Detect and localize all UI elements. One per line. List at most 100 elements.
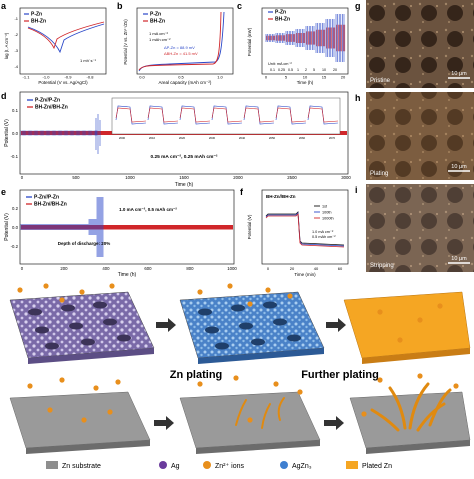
xtick-c-3: 15 [322,75,327,80]
legend-f-2: 100th [322,211,332,215]
zn-ion [377,377,383,383]
inset-tick-6: 2660 [299,136,306,140]
series-d-pzn-spike [95,114,101,154]
label-further-plating: Further plating [301,369,379,381]
xlabel-e: Time (h) [118,272,137,278]
inset-tick-4: 2640 [239,136,246,140]
dendrite [428,388,452,427]
hole-agzn3 [231,304,245,312]
legend-e-pzn: P-Zn//P-Zn [34,195,59,201]
legend-plated: Plated Zn [362,463,392,470]
label-h: Plating [370,171,388,177]
legend-d-pzn: P-Zn//P-Zn [35,98,60,104]
panel-letter-c: c [237,1,242,11]
panel-e: e Potential (V) Time (h) 0.2 0.0 -0.2 0 … [1,187,237,278]
panel-letter-f: f [240,187,244,197]
axes-a [19,7,107,75]
zn-ion [377,309,383,315]
xtick-d-4: 2000 [233,175,243,180]
zn-ion [47,407,53,413]
panel-i: i Stripping 10 μm [355,184,474,272]
inset-tick-2: 2620 [179,136,186,140]
panel-h: h Plating 10 μm [355,92,474,180]
dendrite [261,403,271,429]
legend-ions: Zn²⁺ ions [215,463,244,470]
legend-ag: Ag [171,463,180,470]
ytick-a-1: -2 [14,32,18,37]
ytick-a-2: -3 [14,48,18,53]
panel-a: a log (I, A cm⁻²) Potential (V vs. Ag/Ag… [1,1,107,85]
substrate-dendrite-1-edge [196,440,320,454]
xtick-c-2: 10 [303,75,308,80]
legend-substrate-swatch [46,461,58,469]
xtick-f-0: 0 [267,266,270,271]
panel-letter-e: e [1,187,6,197]
panel-d: d Potential (V) Time (h) 0.1 0.0 -0.1 0 … [1,91,351,188]
ytick-e-1: 0.0 [12,225,19,230]
ylabel-e: Potential (V) [4,213,10,241]
legend-e-bhzn: BH-Zn//BH-Zn [34,202,67,208]
bottom-legend: Zn substrate Ag Zn²⁺ ions AgZn₃ Plated Z… [46,461,392,470]
legend-f-1: 1st [322,205,328,209]
xtick-d-0: 0 [21,175,24,180]
xtick-d-1: 500 [72,175,80,180]
inset-tick-7: 2670 [329,136,336,140]
xtick-c-1: 5 [285,75,288,80]
ylabel-d: Potential (V) [4,119,10,147]
scale-i: 10 μm [451,256,467,262]
zn-ion [59,297,65,303]
panel-c: c Potential (mV) Time (h) 0 5 10 15 20 P… [237,1,349,85]
inset-d-pzn [115,105,339,125]
legend-agzn3: AgZn₃ [292,463,312,470]
panel-g: g Pristine 10 μm [355,0,474,88]
micrograph-g [366,0,474,88]
curve-f-100th [265,212,345,247]
panel-letter-a: a [1,1,7,11]
note-a: 1 mV s⁻¹ [80,58,97,63]
rate-c-0: 0.1 [270,68,275,72]
panel-letter-b: b [117,1,123,11]
zn-ion [79,289,85,295]
hole-agzn3 [287,334,301,342]
xtick-a-2: -0.9 [65,75,73,80]
ytick-d-1: 0.0 [12,131,19,136]
unit-c: Unit: mA cm⁻² [268,62,292,66]
cond-f-2: 0.5 mAh cm⁻² [312,235,336,239]
hole-ag [81,338,95,346]
zn-ion [417,373,423,379]
hole-agzn3 [273,318,287,326]
inset-d [111,97,341,135]
curve-b-bhzn [138,11,222,71]
zn-ion [81,417,87,423]
legend-f-3: 1000th [322,217,334,221]
xtick-c-4: 20 [341,75,346,80]
dendrite [235,399,247,426]
legend-a-pzn: P-Zn [31,12,42,18]
rate-c-5: 5 [313,68,315,72]
dendrite [277,397,285,421]
cond-f-1: 1.0 mA cm⁻² [312,230,334,234]
xtick-d-6: 3000 [341,175,351,180]
dendrite [370,408,400,432]
arrow-4 [324,416,344,430]
xlabel-b: Areal capacity (mAh cm⁻²) [159,80,212,85]
axes-b [136,7,234,75]
zn-ion [265,287,271,293]
label-zn-plating: Zn plating [170,369,223,381]
holes-row1 [28,301,301,350]
axes-e [19,189,235,265]
schematic-row-1 [9,283,471,364]
zn-ion [93,385,99,391]
panel-b: b Potential (V vs. Zn²⁺/Zn) Areal capaci… [117,1,234,85]
zn-ion [247,301,253,307]
legend-ag-swatch [159,461,167,469]
series-c-pzn [265,14,345,62]
zn-ion [361,411,367,417]
xlabel-f: Time (min) [294,272,316,277]
bare-substrate [9,391,151,449]
xtick-f-1: 20 [290,266,295,271]
plating-tint-h [366,92,474,180]
hole-ag [69,322,83,330]
arrow-3 [154,416,174,430]
